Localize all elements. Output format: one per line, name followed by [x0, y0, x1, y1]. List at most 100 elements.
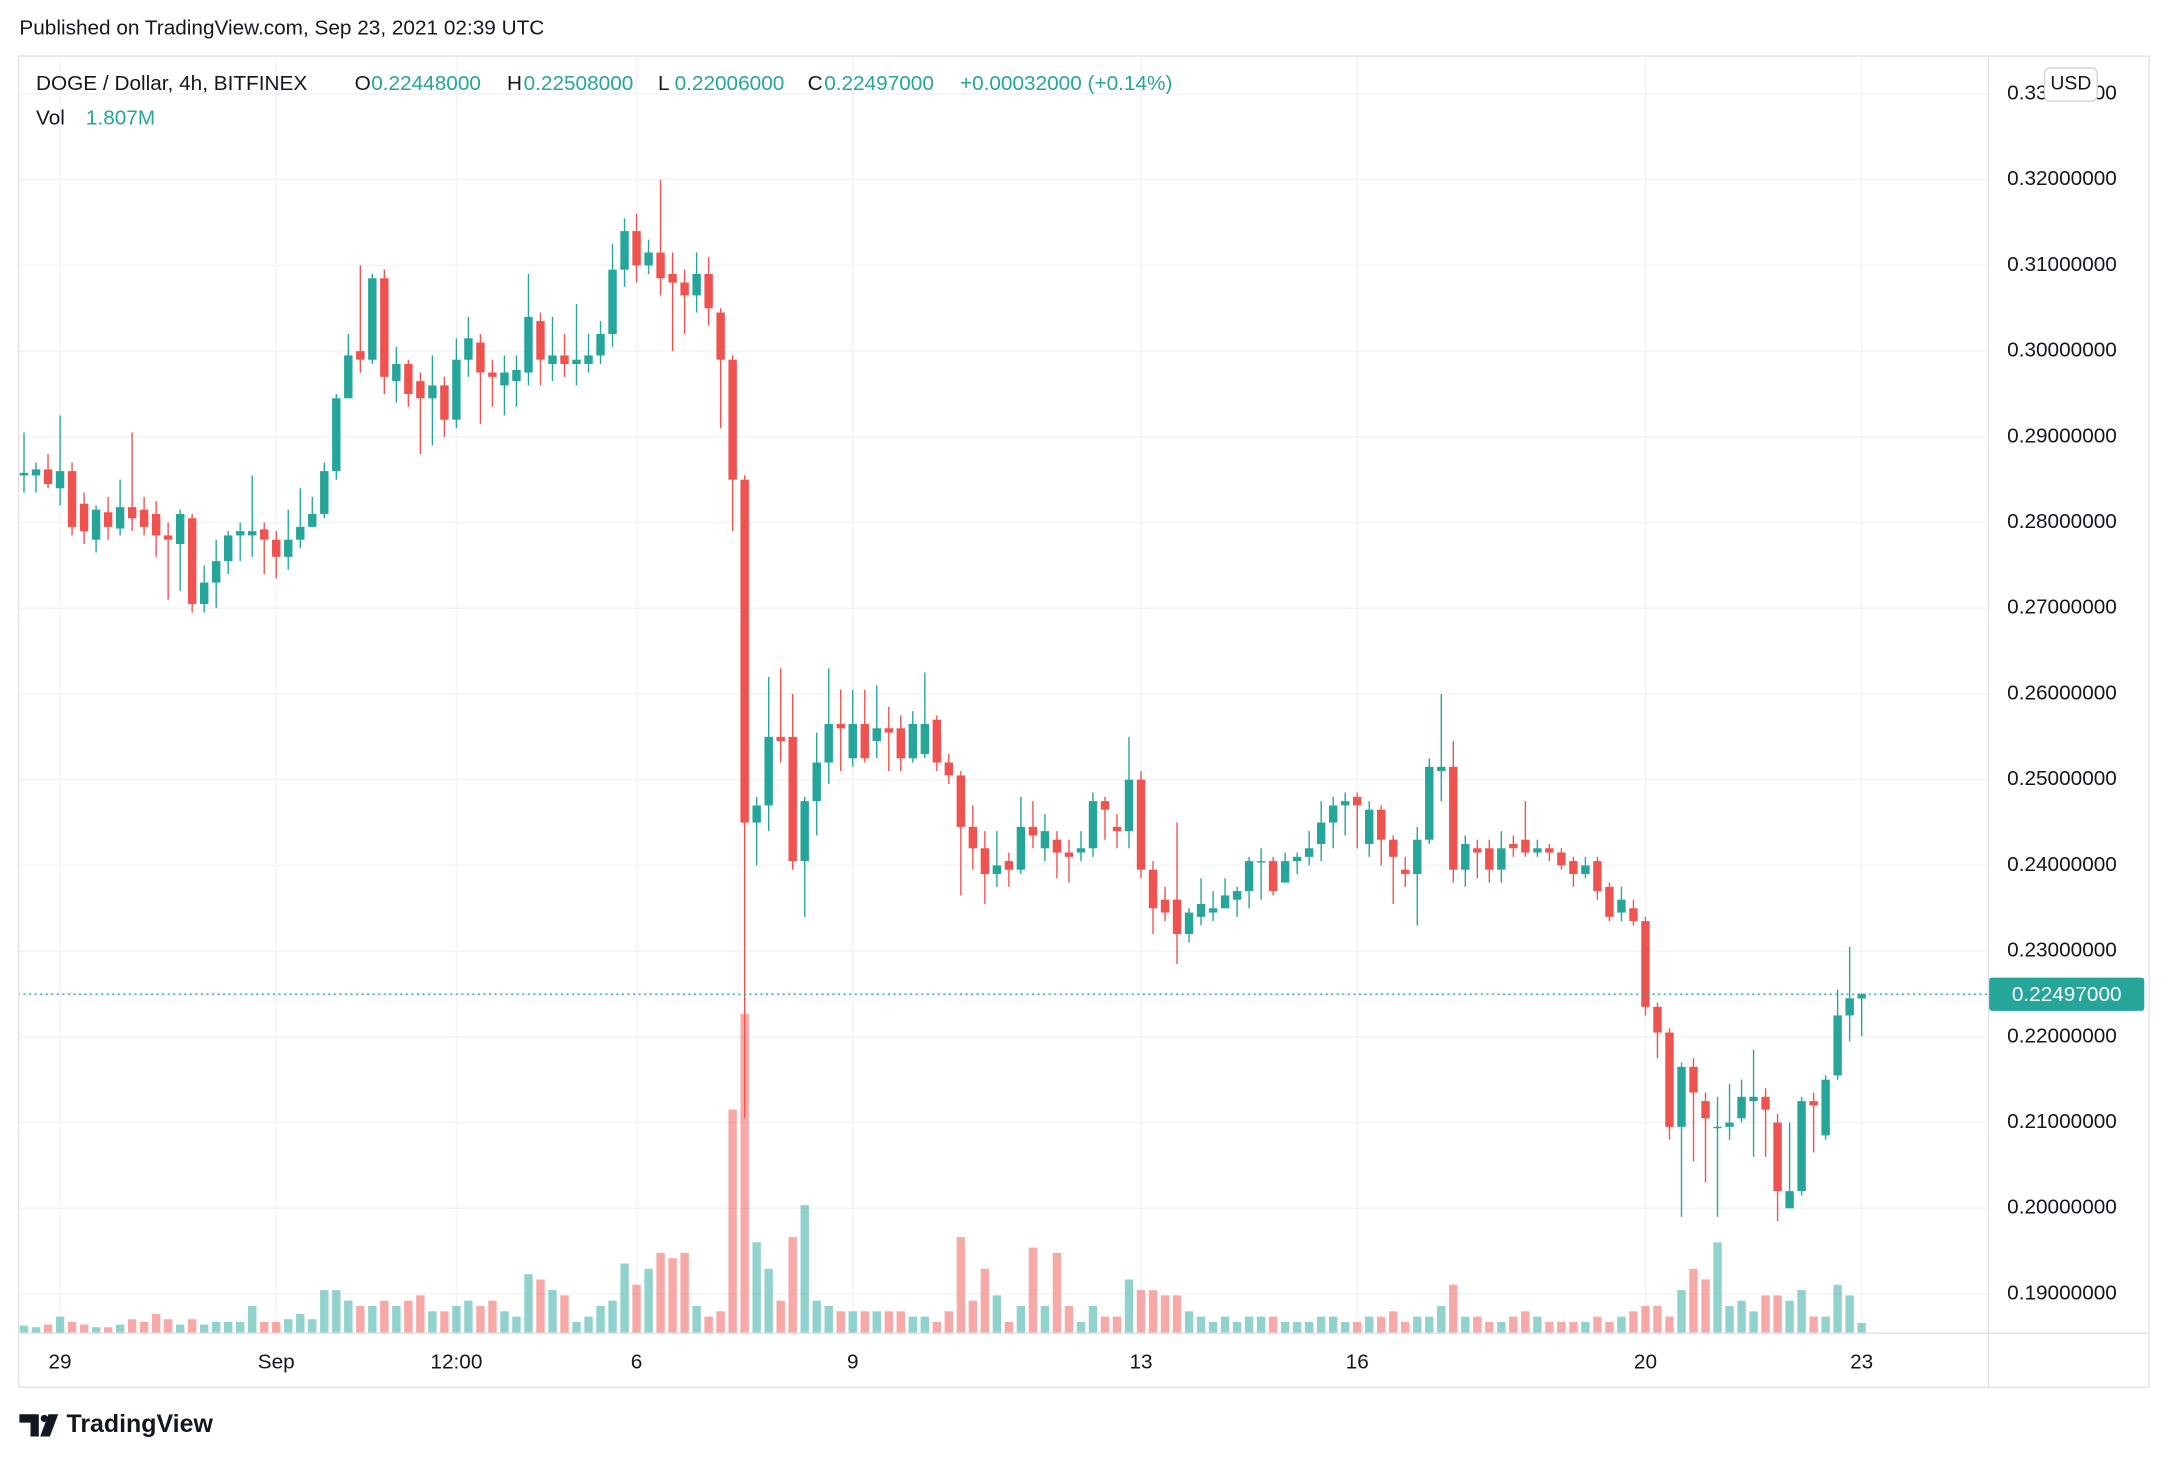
volume-bar — [344, 1300, 353, 1333]
candle-body — [596, 333, 605, 356]
candle-body — [1352, 796, 1362, 806]
x-tick-label: 20 — [1634, 1351, 1657, 1374]
volume-bar — [812, 1300, 821, 1333]
y-tick-label: 0.25000000 — [2007, 767, 2117, 790]
candle-body — [1196, 903, 1206, 917]
candle-body — [944, 762, 954, 776]
volume-bar — [1605, 1321, 1614, 1333]
candle-body — [392, 363, 401, 382]
candle-body — [800, 801, 809, 862]
volume-bar — [1340, 1321, 1350, 1333]
candle-body — [151, 513, 161, 536]
candle-body — [464, 338, 473, 360]
candle-body — [476, 342, 485, 373]
volume-bar — [1689, 1268, 1698, 1333]
candle-body — [43, 469, 53, 484]
candle-body — [1461, 843, 1470, 870]
ohlc-label: H — [507, 72, 522, 95]
candle-body — [1629, 908, 1638, 922]
candle-body — [416, 381, 425, 399]
volume-bar — [1437, 1306, 1446, 1333]
volume-bar — [1184, 1311, 1194, 1333]
volume-bar — [464, 1300, 473, 1333]
volume-bar — [1485, 1321, 1494, 1333]
volume-bar — [380, 1300, 389, 1333]
volume-bar — [1761, 1295, 1770, 1333]
volume-bar — [1665, 1316, 1674, 1333]
volume-bar — [1497, 1321, 1506, 1333]
candle-body — [512, 369, 521, 382]
volume-bar — [1304, 1321, 1314, 1333]
candle-body — [139, 509, 149, 527]
volume-bar — [716, 1311, 725, 1333]
candle-body — [248, 531, 257, 536]
volume-bar — [1256, 1316, 1266, 1333]
candle-body — [548, 355, 557, 364]
candle-body — [1557, 852, 1566, 866]
volume-bar — [836, 1311, 845, 1333]
ohlc-label: O — [355, 72, 371, 95]
candle-body — [1244, 861, 1254, 892]
currency-box — [2043, 67, 2098, 102]
volume-bar — [1136, 1290, 1146, 1333]
volume-bar — [548, 1290, 557, 1333]
currency-label[interactable]: USD — [2050, 73, 2091, 95]
volume-bar — [1509, 1316, 1518, 1333]
volume-bar — [764, 1268, 773, 1333]
volume-bar — [187, 1319, 197, 1333]
chart-border — [18, 55, 2150, 1388]
candle-body — [440, 385, 449, 420]
ohlc-value: 0.22497000 — [824, 72, 934, 95]
candle-body — [19, 472, 29, 476]
volume-bar — [1377, 1316, 1386, 1333]
volume-bar — [31, 1327, 41, 1333]
volume-bar — [368, 1306, 377, 1333]
candle-body — [1545, 848, 1554, 853]
x-tick-label: Sep — [258, 1351, 295, 1374]
candle-body — [67, 471, 77, 527]
candle-body — [308, 513, 317, 527]
candle-body — [344, 355, 353, 399]
volume-bar — [584, 1316, 593, 1333]
candle-body — [1593, 861, 1602, 892]
change: +0.00032000 (+0.14%) — [960, 72, 1172, 95]
volume-bar — [1232, 1321, 1242, 1333]
candle-body — [1737, 1096, 1746, 1119]
volume-bar — [1112, 1316, 1122, 1333]
volume-bar — [992, 1295, 1002, 1333]
candle-body — [1569, 861, 1578, 874]
published-note: Published on TradingView.com, Sep 23, 20… — [19, 17, 544, 40]
y-tick-label: 0.26000000 — [2007, 681, 2117, 704]
volume-value: 1.807M — [86, 107, 155, 130]
volume-bar — [236, 1321, 245, 1333]
volume-bar — [596, 1306, 605, 1333]
volume-bar — [1028, 1247, 1038, 1333]
volume-bar — [67, 1321, 77, 1333]
y-tick-label: 0.19000000 — [2007, 1281, 2117, 1304]
candle-body — [1665, 1032, 1674, 1127]
candle-body — [55, 471, 65, 489]
volume-bar — [1040, 1306, 1050, 1333]
candle-body — [211, 561, 221, 583]
volume-bar — [572, 1321, 581, 1333]
volume-bar — [392, 1306, 401, 1333]
candle-body — [1328, 805, 1338, 823]
volume-bar — [1473, 1316, 1482, 1333]
volume-bar — [115, 1324, 125, 1333]
volume-bar — [43, 1324, 53, 1333]
candle-body — [260, 529, 269, 540]
volume-bar — [428, 1311, 437, 1333]
candle-body — [704, 273, 713, 309]
candle-body — [428, 385, 437, 399]
candle-body — [127, 507, 137, 519]
y-tick-label: 0.30000000 — [2007, 339, 2117, 362]
candle-body — [872, 728, 881, 742]
candle-body — [1833, 1015, 1842, 1076]
volume-bar — [1160, 1295, 1170, 1333]
volume-bar — [488, 1300, 497, 1333]
volume-bar — [1821, 1316, 1830, 1333]
candle-body — [956, 775, 966, 827]
volume-bar — [668, 1258, 677, 1333]
candle-body — [848, 723, 857, 759]
